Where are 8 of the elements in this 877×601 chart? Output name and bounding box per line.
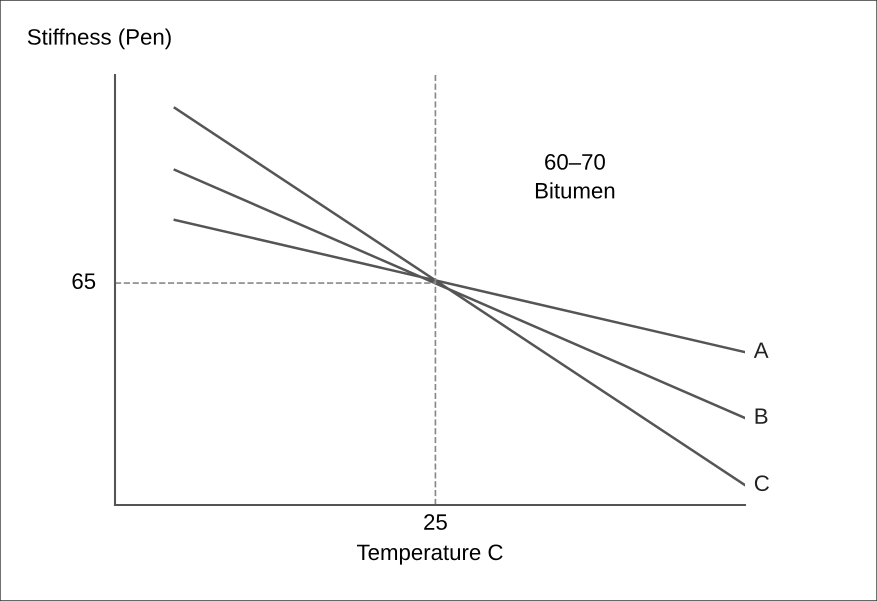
x-axis-title: Temperature C (357, 544, 503, 565)
annotation: 60–70 Bitumen (536, 154, 614, 199)
text: 65 (72, 273, 96, 290)
series-label: B (756, 408, 768, 424)
text: 25 (424, 514, 447, 530)
series-label: A (754, 342, 769, 358)
y-axis-title: Stiffness (Pen) (28, 28, 171, 50)
series-label: C (754, 475, 769, 492)
